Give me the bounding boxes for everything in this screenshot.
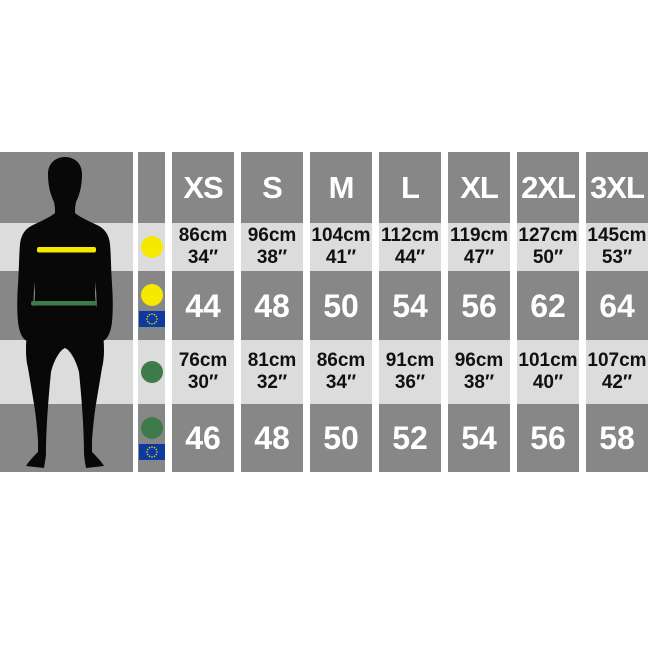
legend-waist-cell [138,340,165,404]
waist-measurement: 91cm 36″ [385,350,435,393]
chest-eu-size: 64 [599,287,635,324]
waist-eu-size: 56 [530,420,566,456]
size-header: S [262,170,283,205]
waist-measurement: 96cm 38″ [454,350,504,393]
waist-measurement: 81cm 32″ [247,350,297,393]
waist-eu-size: 48 [254,420,290,456]
size-column-l: L 112cm 44″ 54 91cm 36″ 52 [379,152,441,472]
waist-marker-icon [140,361,163,383]
waist-measure-line [31,301,97,306]
waist-measurement: 76cm 30″ [178,350,228,393]
size-column-m: M 104cm 41″ 50 86cm 34″ 50 [310,152,372,472]
size-header: 2XL [521,170,576,205]
waist-eu-size: 58 [599,420,635,456]
chest-measurement: 86cm 34″ [178,225,228,268]
legend-chest-eu-cell [138,271,165,340]
waist-eu-size: 54 [461,420,497,456]
chest-eu-size: 62 [530,287,566,324]
chest-eu-size: 44 [185,287,221,324]
waist-measurement: 107cm 42″ [587,350,647,393]
chest-measurement: 127cm 50″ [518,225,578,268]
waist-eu-size: 50 [323,420,359,456]
legend-chest-cell [138,223,165,271]
eu-flag-icon [138,311,165,327]
waist-measurement: 86cm 34″ [316,350,366,393]
chest-marker-icon [140,284,163,306]
size-column-2xl: 2XL 127cm 50″ 62 101cm 40″ 56 [517,152,579,472]
chest-measurement: 104cm 41″ [311,225,371,268]
size-header: 3XL [590,170,645,205]
chest-measure-line [37,247,96,253]
chest-measurement: 96cm 38″ [247,225,297,268]
eu-flag-icon [138,443,165,460]
waist-eu-size: 52 [392,420,428,456]
chest-measurement: 145cm 53″ [587,225,647,268]
male-silhouette-figure [17,157,113,468]
chest-eu-size: 54 [392,287,428,324]
size-column-3xl: 3XL 145cm 53″ 64 107cm 42″ 58 [586,152,648,472]
waist-eu-size: 46 [185,420,221,456]
size-column-s: S 96cm 38″ 48 81cm 32″ 48 [241,152,303,472]
chest-measurement: 112cm 44″ [380,225,440,268]
size-header: M [328,170,355,205]
figure-band-waist-eu [0,404,133,472]
size-header: L [401,170,420,205]
waist-marker-icon [140,416,163,439]
figure-column [0,152,133,472]
chest-marker-icon [140,236,163,258]
figure-band-waist [0,340,133,404]
chest-eu-size: 56 [461,287,497,324]
size-column-xl: XL 119cm 47″ 56 96cm 38″ 54 [448,152,510,472]
size-header: XL [460,170,499,205]
legend-header-cell [138,152,165,223]
legend-waist-eu-cell [138,404,165,472]
size-chart: XS 86cm 34″ 44 76cm 30″ 46 S 96cm 38″ 48 81… [0,152,648,472]
body-silhouette [17,157,113,468]
legend-column [138,152,165,472]
chest-eu-size: 48 [254,287,290,324]
size-header: XS [183,170,223,205]
waist-measurement: 101cm 40″ [518,350,578,393]
chest-eu-size: 50 [323,287,359,324]
chest-measurement: 119cm 47″ [449,225,509,268]
size-column-xs: XS 86cm 34″ 44 76cm 30″ 46 [172,152,234,472]
